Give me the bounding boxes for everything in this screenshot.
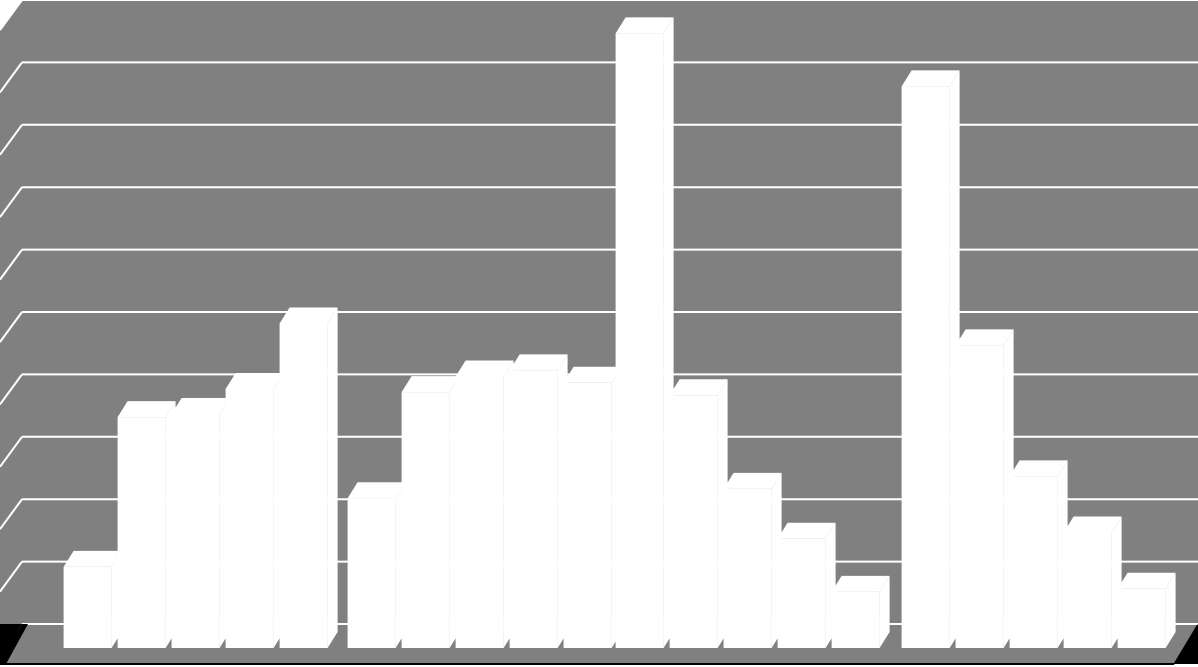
chart-surface	[0, 0, 1198, 667]
bar-chart-3d	[0, 0, 1198, 667]
